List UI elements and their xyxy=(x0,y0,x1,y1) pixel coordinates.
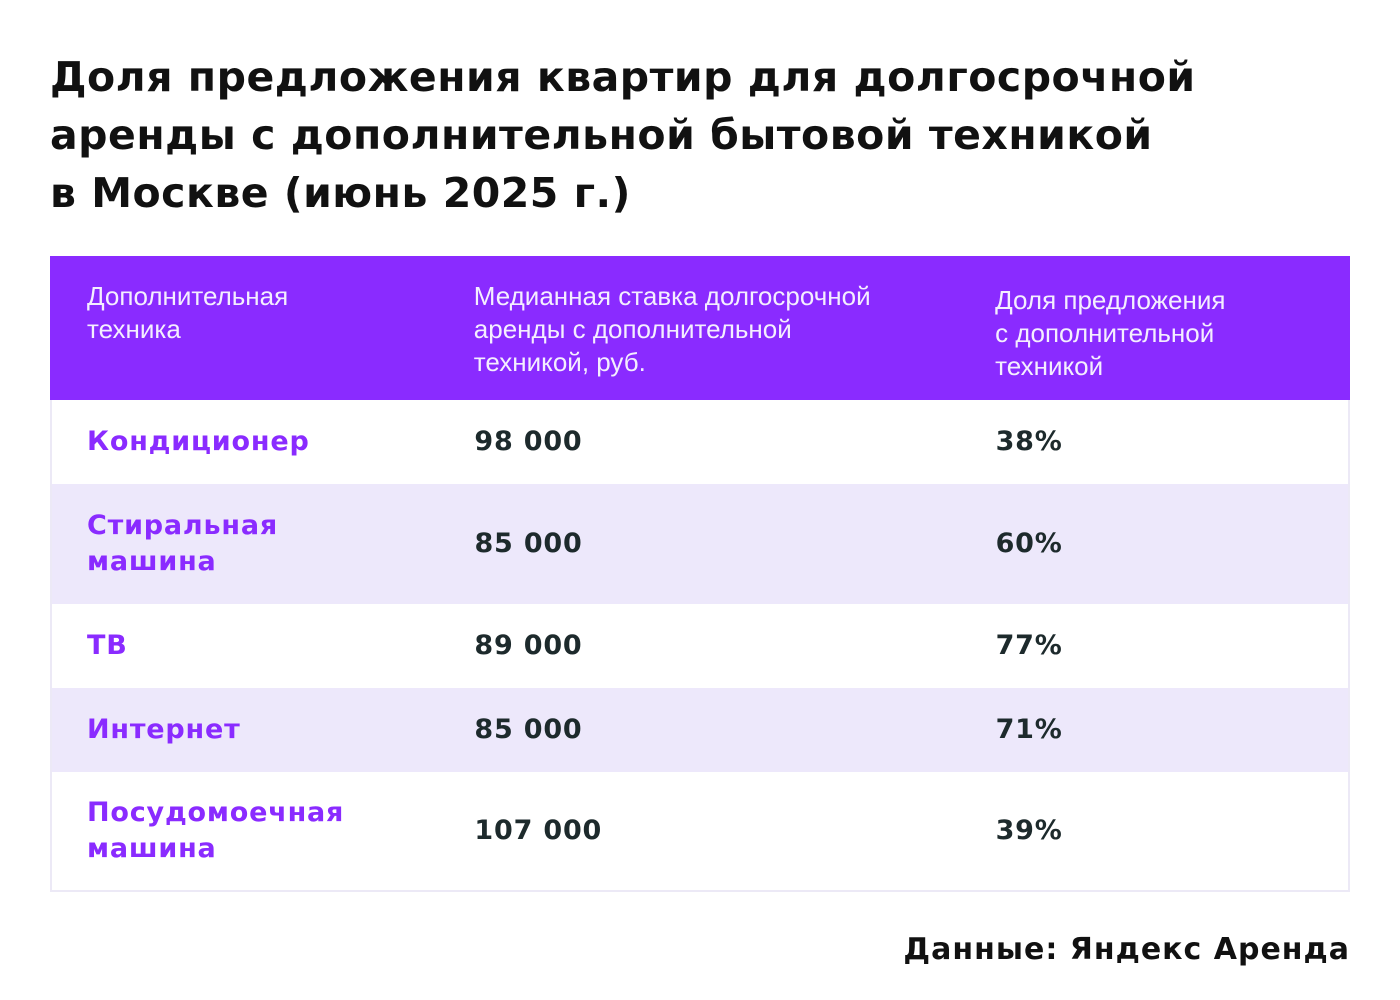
equipment-cell: Стиральная машина xyxy=(87,510,278,577)
median-rate-cell: 89 000 xyxy=(474,630,583,661)
share-cell: 60% xyxy=(995,528,1063,559)
column-header-median-rate-label: Медианная ставка долгосрочной аренды с д… xyxy=(473,281,871,377)
table-header: Дополнительная техника Медианная ставка … xyxy=(50,256,1350,400)
equipment-cell: Интернет xyxy=(87,714,241,745)
table-row: Посудомоечная машина 107 000 39% xyxy=(52,772,1348,890)
equipment-cell: Кондиционер xyxy=(87,426,310,457)
chart-title: Доля предложения квартир для долгосрочно… xyxy=(50,48,1350,222)
column-header-median-rate: Медианная ставка долгосрочной аренды с д… xyxy=(474,256,995,400)
column-header-share-label: Доля предложения с дополнительной техник… xyxy=(995,285,1226,381)
column-header-share: Доля предложения с дополнительной техник… xyxy=(995,256,1350,400)
data-table: Дополнительная техника Медианная ставка … xyxy=(50,256,1350,892)
source-caption: Данные: Яндекс Аренда xyxy=(903,932,1350,967)
table-row: ТВ 89 000 77% xyxy=(52,604,1348,688)
column-header-equipment-label: Дополнительная техника xyxy=(87,281,289,344)
table-row: Кондиционер 98 000 38% xyxy=(52,400,1348,484)
title-line-2: аренды с дополнительной бытовой техникой xyxy=(50,111,1153,159)
median-rate-cell: 107 000 xyxy=(474,815,603,846)
title-line-1: Доля предложения квартир для долгосрочно… xyxy=(50,53,1196,101)
share-cell: 77% xyxy=(995,630,1063,661)
table-row: Интернет 85 000 71% xyxy=(52,688,1348,772)
share-cell: 38% xyxy=(995,426,1063,457)
column-header-equipment: Дополнительная техника xyxy=(50,256,474,400)
equipment-cell: ТВ xyxy=(87,630,128,661)
table-row: Стиральная машина 85 000 60% xyxy=(52,484,1348,604)
median-rate-cell: 85 000 xyxy=(474,714,583,745)
share-cell: 39% xyxy=(995,815,1063,846)
median-rate-cell: 98 000 xyxy=(474,426,583,457)
share-cell: 71% xyxy=(995,714,1063,745)
title-line-3: в Москве (июнь 2025 г.) xyxy=(50,169,631,217)
equipment-cell: Посудомоечная машина xyxy=(87,797,345,864)
median-rate-cell: 85 000 xyxy=(474,528,583,559)
